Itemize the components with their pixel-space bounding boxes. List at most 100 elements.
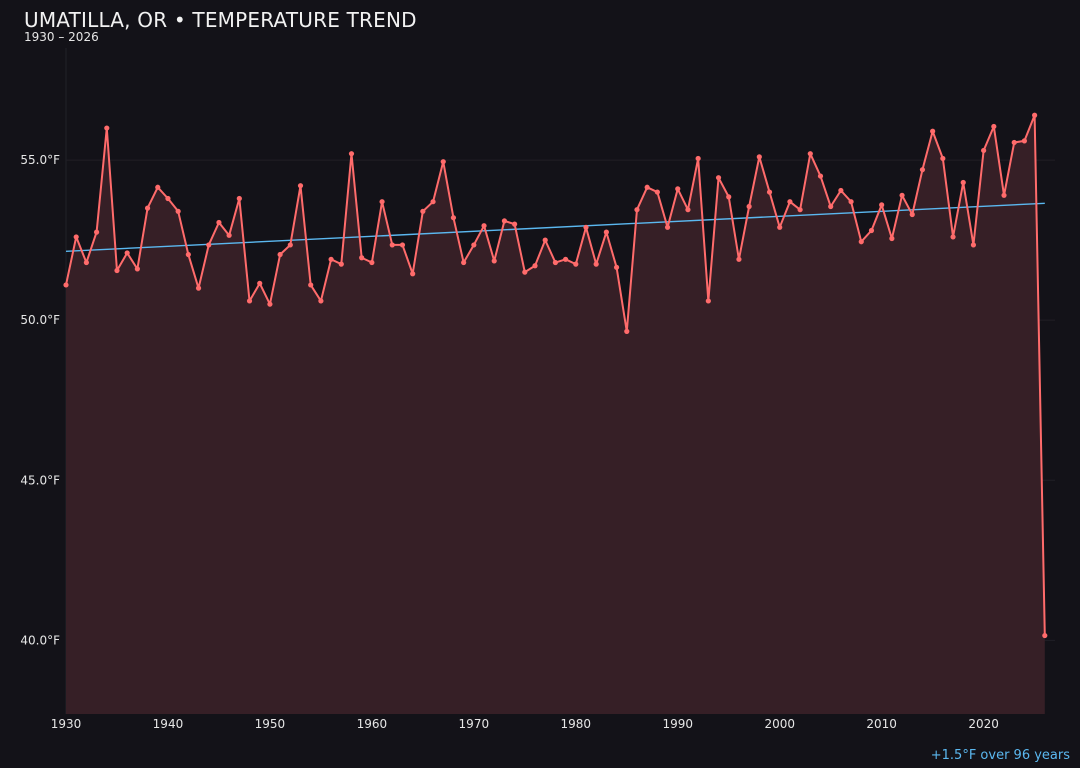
data-point <box>155 184 161 190</box>
data-point <box>634 207 640 213</box>
x-tick-label: 1990 <box>662 717 693 731</box>
x-tick-label: 2020 <box>968 717 999 731</box>
data-point <box>471 242 477 248</box>
data-point <box>726 194 732 200</box>
data-point <box>63 282 69 288</box>
y-tick-label: 55.0°F <box>20 153 60 167</box>
data-point <box>1011 139 1017 146</box>
y-tick-label: 50.0°F <box>20 313 60 327</box>
x-tick-label: 1980 <box>561 717 592 731</box>
trend-annotation: +1.5°F over 96 years <box>930 748 1070 763</box>
data-point <box>297 183 304 189</box>
x-tick-label: 1930 <box>51 717 82 731</box>
data-point <box>461 259 467 266</box>
temperature-area <box>66 115 1045 715</box>
x-tick-label: 1970 <box>459 717 490 731</box>
data-point <box>797 207 803 213</box>
data-point <box>736 256 742 262</box>
y-tick-label: 40.0°F <box>20 633 60 647</box>
data-point <box>624 328 630 334</box>
data-point <box>430 199 436 205</box>
data-point <box>828 203 834 210</box>
data-point <box>970 242 977 248</box>
data-point <box>756 154 762 160</box>
data-point <box>552 259 559 266</box>
y-tick-label: 45.0°F <box>20 473 60 487</box>
data-point <box>318 298 324 304</box>
data-point <box>838 187 844 194</box>
data-point <box>746 203 752 210</box>
data-point <box>930 128 936 134</box>
data-point <box>216 219 222 226</box>
data-point <box>991 123 997 130</box>
data-point <box>104 125 110 131</box>
data-point <box>879 202 885 208</box>
data-point <box>542 237 548 243</box>
data-point <box>603 229 609 235</box>
data-point <box>644 184 650 190</box>
data-point <box>787 199 793 205</box>
x-tick-label: 1950 <box>255 717 286 731</box>
data-point <box>940 155 946 162</box>
data-point <box>399 242 406 248</box>
data-point <box>909 211 915 218</box>
data-point <box>175 208 181 214</box>
data-point <box>1042 632 1048 639</box>
data-point <box>1001 192 1007 198</box>
chart-title: UMATILLA, OR • TEMPERATURE TREND <box>24 8 417 32</box>
data-point <box>715 175 722 181</box>
data-point <box>848 199 854 205</box>
data-point <box>532 263 538 269</box>
data-point <box>868 227 875 234</box>
data-point <box>348 151 355 157</box>
x-tick-label: 1940 <box>153 717 184 731</box>
data-point <box>73 234 79 240</box>
data-point <box>695 155 701 162</box>
data-point <box>981 147 987 154</box>
data-point <box>226 232 232 238</box>
x-tick-label: 1960 <box>357 717 388 731</box>
data-point <box>1032 112 1038 118</box>
data-point <box>777 224 783 230</box>
data-point <box>134 266 140 272</box>
data-point <box>807 151 813 157</box>
data-point <box>491 258 497 264</box>
data-point <box>246 298 253 304</box>
data-point <box>613 264 620 270</box>
x-tick-label: 2000 <box>764 717 795 731</box>
data-point <box>440 159 446 165</box>
data-point <box>512 221 518 227</box>
chart-subtitle: 1930 – 2026 <box>24 30 99 44</box>
data-point <box>185 251 191 258</box>
data-point <box>1021 138 1028 144</box>
data-point <box>481 223 487 229</box>
data-point <box>338 261 344 267</box>
data-point <box>562 256 569 262</box>
data-point <box>308 282 314 288</box>
data-point <box>277 251 283 258</box>
data-point <box>960 179 966 186</box>
data-point <box>654 189 660 195</box>
data-point <box>522 269 528 275</box>
x-tick-label: 2010 <box>866 717 897 731</box>
data-point <box>195 285 202 291</box>
data-point <box>919 167 926 173</box>
data-point <box>124 250 130 256</box>
data-point <box>410 271 416 277</box>
data-point <box>950 234 956 240</box>
data-point <box>257 280 263 286</box>
data-point <box>766 189 773 195</box>
data-point <box>817 173 824 179</box>
data-point <box>420 208 426 214</box>
data-point <box>93 229 100 235</box>
data-point <box>144 205 151 211</box>
data-point <box>206 242 212 248</box>
data-point <box>675 186 681 192</box>
data-point <box>165 195 171 202</box>
data-point <box>705 298 711 304</box>
data-point <box>267 301 273 307</box>
trend-line <box>65 202 1045 253</box>
data-point <box>858 239 864 245</box>
data-point <box>501 218 508 224</box>
data-point <box>328 256 334 262</box>
